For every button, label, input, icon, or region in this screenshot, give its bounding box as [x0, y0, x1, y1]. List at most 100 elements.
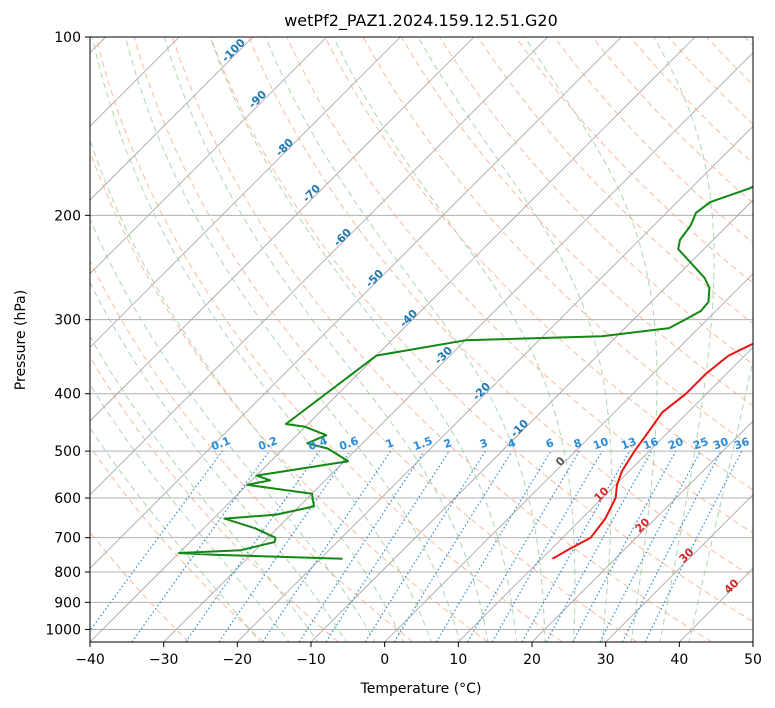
- moist-adiabat-line: [90, 427, 261, 642]
- moist-adiabat-line: [163, 37, 489, 642]
- mixing-ratio-line: [131, 450, 270, 642]
- isotherm-label: -40: [397, 307, 420, 330]
- dry-adiabat-label: 40: [722, 576, 742, 596]
- mixing-ratio-label: 8: [572, 436, 584, 451]
- isotherm-line: [605, 494, 753, 642]
- mixing-ratio-label: 25: [691, 435, 710, 452]
- mixing-ratio-label: 0.4: [306, 434, 329, 453]
- isotherm-line: [752, 641, 753, 642]
- mixing-ratio-line: [644, 450, 743, 642]
- dry-adiabat-line: [744, 37, 753, 47]
- mixing-ratio-label: 3: [478, 436, 490, 451]
- dry-adiabat-line: [133, 37, 638, 642]
- dry-adiabat-line: [171, 37, 712, 642]
- dry-adiabat-line: [706, 37, 753, 86]
- mixing-ratio-line: [185, 450, 320, 642]
- moist-adiabat-line: [653, 37, 715, 642]
- isotherm-label: -20: [470, 380, 493, 403]
- dry-adiabat-line: [324, 37, 753, 491]
- isotherm-line: [90, 37, 622, 569]
- dry-adiabat-label: 20: [633, 515, 653, 535]
- isotherm-line: [90, 37, 696, 642]
- dry-adiabat-line: [95, 37, 563, 642]
- isotherm-label: -60: [331, 226, 354, 249]
- x-tick-label: −20: [223, 652, 253, 668]
- mixing-ratio-label: 1.5: [411, 434, 434, 453]
- x-tick-label: 10: [449, 652, 467, 668]
- isotherm-line: [90, 37, 327, 275]
- dry-adiabat-line: [90, 150, 488, 642]
- mixing-ratio-label: 16: [641, 435, 660, 453]
- moist-adiabat-line: [90, 138, 404, 642]
- y-axis-label: Pressure (hPa): [13, 290, 29, 390]
- mixing-ratio-label: 4: [506, 436, 518, 451]
- dry-adiabat-line: [248, 37, 753, 578]
- y-tick-label: 200: [54, 208, 81, 224]
- isotherm-label: -80: [273, 136, 296, 159]
- mixing-ratio-line: [325, 450, 450, 642]
- moist-adiabat-line: [209, 37, 518, 642]
- y-tick-label: 300: [54, 313, 81, 329]
- axes: −40 −30 −20 −10 0 10 20 30 40 5010020030040050060…: [45, 30, 762, 668]
- mixing-ratio-line: [521, 450, 631, 642]
- dry-adiabat-line: [515, 37, 753, 284]
- mixing-ratio-line: [393, 450, 513, 642]
- plot-frame: [89, 36, 754, 643]
- x-tick-label: 20: [523, 652, 541, 668]
- dry-adiabat-line: [553, 37, 753, 244]
- temperature-line: [551, 342, 753, 560]
- mixing-ratio-line: [572, 450, 677, 642]
- mixing-ratio-label: 36: [732, 435, 751, 453]
- isotherm-line: [458, 346, 753, 642]
- moist-adiabat-line: [91, 37, 432, 642]
- dry-adiabat-line: [90, 445, 264, 642]
- isotherm-line: [90, 37, 548, 496]
- dry-adiabat-line: [210, 37, 753, 623]
- chart-title: wetPf2_PAZ1.2024.159.12.51.G20: [284, 11, 558, 31]
- dry-adiabat-line: [90, 259, 414, 642]
- x-tick-label: 40: [670, 652, 688, 668]
- y-tick-label: 600: [54, 491, 81, 507]
- dry-adiabat-line: [286, 37, 753, 534]
- moist-adiabat-line: [90, 383, 290, 642]
- moist-adiabat-line: [90, 335, 319, 642]
- isotherm-line: [90, 37, 254, 201]
- mixing-ratio-label: 6: [544, 436, 556, 451]
- y-tick-label: 100: [54, 30, 81, 46]
- mixing-ratio-line: [491, 450, 603, 642]
- x-tick-label: −30: [149, 652, 179, 668]
- isotherm-line: [679, 567, 753, 642]
- mixing-ratio-label: 2: [442, 436, 454, 451]
- x-tick-label: 0: [380, 652, 389, 668]
- y-tick-label: 1000: [45, 622, 81, 638]
- mixing-ratio-line: [90, 450, 223, 632]
- isotherm-label: -50: [363, 267, 386, 290]
- x-tick-label: −40: [75, 652, 105, 668]
- dewpoint-line: [178, 185, 753, 560]
- y-tick-label: 800: [54, 565, 81, 581]
- mixing-ratio-line: [218, 450, 351, 642]
- y-tick-label: 900: [54, 595, 81, 611]
- moist-adiabat-line: [125, 37, 461, 642]
- moist-adiabat-line: [417, 37, 612, 642]
- isotherm-line: [531, 420, 753, 642]
- moist-adiabat-line: [90, 217, 376, 642]
- mixing-ratio-line: [262, 450, 392, 642]
- isotherm-line: [90, 37, 475, 422]
- y-tick-label: 400: [54, 387, 81, 403]
- moist-adiabat-line: [332, 37, 576, 642]
- mixing-ratio-label: 0.1: [209, 434, 232, 453]
- x-tick-label: 30: [597, 652, 615, 668]
- x-axis-label: Temperature (°C): [360, 681, 482, 697]
- x-tick-label: −10: [296, 652, 326, 668]
- y-tick-label: 500: [54, 444, 81, 460]
- isotherm-line: [310, 199, 753, 642]
- mixing-ratio-label: 30: [711, 435, 730, 453]
- x-tick-label: 50: [744, 652, 762, 668]
- mixing-ratio-label: 10: [591, 435, 610, 453]
- dry-adiabat-label: 30: [677, 545, 697, 565]
- mixing-ratio-line: [364, 450, 486, 642]
- mixing-ratio-label: 1: [384, 436, 396, 451]
- dry-adiabat-line: [90, 356, 339, 642]
